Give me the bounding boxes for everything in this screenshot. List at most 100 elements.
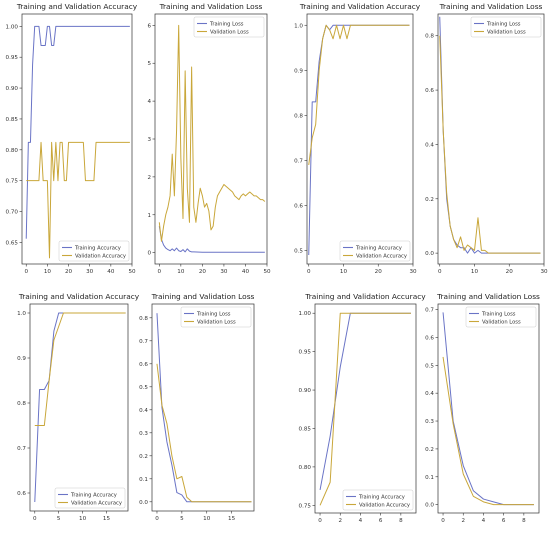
y-tick-label: 0.7 bbox=[425, 308, 434, 314]
plot-frame bbox=[437, 303, 540, 514]
y-tick-label: 2 bbox=[147, 175, 151, 181]
plot-frame bbox=[306, 13, 414, 265]
legend-label: Training Accuracy bbox=[358, 494, 405, 500]
chart-title: Training and Validation Loss bbox=[159, 2, 263, 11]
y-tick-label: 0.1 bbox=[139, 477, 148, 483]
legend-box bbox=[339, 240, 411, 262]
y-tick-label: 0.6 bbox=[294, 203, 303, 209]
legend-label: Validation Accuracy bbox=[75, 253, 126, 259]
y-tick-label: 0.95 bbox=[299, 350, 312, 356]
plot-frame bbox=[437, 13, 545, 265]
x-tick-label: 5 bbox=[180, 516, 184, 522]
legend-label: Validation Accuracy bbox=[71, 500, 122, 506]
legend: Training Accuracy Validation Accuracy bbox=[54, 487, 126, 509]
y-tick-label: 0.7 bbox=[139, 339, 148, 345]
x-tick-label: 50 bbox=[263, 269, 271, 275]
y-tick-label: 0.0 bbox=[425, 251, 434, 257]
x-tick-label: 2 bbox=[338, 518, 342, 524]
legend-label: Training Loss bbox=[486, 21, 521, 27]
y-tick-label: 0.6 bbox=[425, 88, 434, 94]
chart-title: Training and Validation Accuracy bbox=[16, 2, 138, 11]
x-tick-label: 0 bbox=[307, 269, 311, 275]
legend-label: Validation Accuracy bbox=[356, 253, 407, 259]
y-tick-label: 0.5 bbox=[139, 385, 148, 391]
x-tick-label: 20 bbox=[375, 269, 383, 275]
y-tick-label: 0.2 bbox=[425, 447, 434, 453]
x-tick-label: 15 bbox=[103, 516, 111, 522]
y-tick-label: 0.3 bbox=[139, 431, 148, 437]
y-tick-label: 0.80 bbox=[299, 465, 312, 471]
legend-label: Validation Loss bbox=[487, 29, 526, 35]
legend-label: Training Loss bbox=[209, 21, 244, 27]
x-tick-label: 0 bbox=[318, 518, 322, 524]
legend-box bbox=[58, 240, 130, 262]
y-tick-label: 0.8 bbox=[425, 34, 434, 40]
y-tick-label: 0.4 bbox=[425, 142, 434, 148]
x-tick-label: 30 bbox=[540, 269, 548, 275]
legend-box bbox=[54, 487, 126, 509]
y-tick-label: 0.85 bbox=[299, 426, 312, 432]
x-tick-label: 0 bbox=[438, 269, 442, 275]
series-line-training bbox=[158, 226, 265, 253]
y-tick-label: 0.5 bbox=[425, 363, 434, 369]
y-tick-label: 0.75 bbox=[6, 179, 19, 185]
y-tick-label: 5 bbox=[147, 61, 151, 67]
x-tick-label: 40 bbox=[107, 269, 115, 275]
x-tick-label: 0 bbox=[158, 269, 162, 275]
chart-panel: Training and Validation Accuracy 0 10 20 30 0… bbox=[294, 2, 421, 275]
y-tick-label: 0.8 bbox=[139, 316, 148, 322]
x-tick-label: 20 bbox=[506, 269, 514, 275]
legend: Training Loss Validation Loss bbox=[180, 306, 252, 328]
series-line-validation bbox=[442, 356, 534, 506]
legend: Training Loss Validation Loss bbox=[465, 306, 537, 328]
chart-panel: Training and Validation Loss 0 2 4 6 8 0.0 0.1 0… bbox=[425, 292, 540, 524]
y-tick-label: 0.0 bbox=[425, 503, 434, 509]
x-tick-label: 4 bbox=[359, 518, 363, 524]
x-tick-label: 6 bbox=[502, 518, 506, 524]
x-tick-label: 10 bbox=[340, 269, 348, 275]
chart-panel: Training and Validation Loss 0 10 20 30 0.0 0.… bbox=[425, 2, 548, 275]
x-tick-label: 10 bbox=[471, 269, 479, 275]
chart-panel: Training and Validation Loss 0 5 10 15 0.0 0.1… bbox=[139, 292, 254, 522]
y-tick-label: 0.75 bbox=[299, 503, 312, 509]
y-tick-label: 0.7 bbox=[17, 446, 26, 452]
x-tick-label: 5 bbox=[57, 516, 61, 522]
x-tick-label: 8 bbox=[399, 518, 403, 524]
x-tick-label: 15 bbox=[228, 516, 236, 522]
y-tick-label: 0.0 bbox=[139, 500, 148, 506]
x-tick-label: 10 bbox=[44, 269, 52, 275]
y-tick-label: 1.00 bbox=[6, 24, 19, 30]
x-tick-label: 0 bbox=[155, 516, 159, 522]
legend-label: Validation Loss bbox=[482, 319, 521, 325]
y-tick-label: 0.7 bbox=[294, 158, 303, 164]
series-line-validation bbox=[158, 24, 266, 242]
legend: Training Accuracy Validation Accuracy bbox=[339, 240, 411, 262]
plot-frame bbox=[21, 13, 133, 265]
x-tick-label: 2 bbox=[461, 518, 465, 524]
y-tick-label: 0.80 bbox=[6, 148, 19, 154]
y-tick-label: 0.1 bbox=[425, 475, 434, 481]
y-tick-label: 0.2 bbox=[139, 454, 148, 460]
x-tick-label: 20 bbox=[199, 269, 207, 275]
x-tick-label: 0 bbox=[441, 518, 445, 524]
y-tick-label: 1 bbox=[147, 213, 151, 219]
chart-panel: Training and Validation Accuracy 0 10 20 30 4… bbox=[6, 2, 138, 275]
legend: Training Loss Validation Loss bbox=[193, 16, 265, 38]
y-tick-label: 0.9 bbox=[17, 356, 26, 362]
legend-label: Training Accuracy bbox=[70, 492, 117, 498]
series-line-training bbox=[25, 25, 130, 239]
legend-label: Training Accuracy bbox=[355, 245, 402, 251]
y-tick-label: 0 bbox=[147, 251, 151, 257]
legend-label: Training Loss bbox=[196, 311, 231, 317]
series-line-validation bbox=[319, 312, 411, 506]
chart-title: Training and Validation Loss bbox=[436, 292, 540, 301]
y-tick-label: 0.9 bbox=[294, 68, 303, 74]
y-tick-label: 0.90 bbox=[299, 388, 312, 394]
legend-box bbox=[342, 489, 414, 511]
x-tick-label: 30 bbox=[86, 269, 94, 275]
y-tick-label: 0.70 bbox=[6, 210, 19, 216]
legend-box bbox=[180, 306, 252, 328]
chart-panel: Training and Validation Accuracy 0 5 10 15 0.… bbox=[17, 292, 140, 522]
legend-label: Validation Accuracy bbox=[359, 502, 410, 508]
